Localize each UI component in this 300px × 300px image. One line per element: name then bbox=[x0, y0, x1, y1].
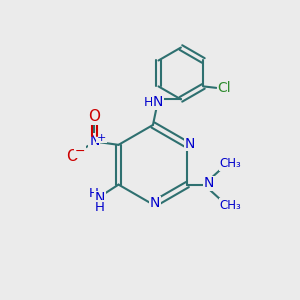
Text: CH₃: CH₃ bbox=[219, 199, 241, 212]
Text: N: N bbox=[150, 196, 160, 210]
Text: N: N bbox=[153, 95, 163, 109]
Text: H: H bbox=[89, 187, 99, 200]
Text: H: H bbox=[143, 95, 153, 109]
Text: N: N bbox=[204, 176, 214, 190]
Text: +: + bbox=[97, 133, 106, 143]
Text: O: O bbox=[88, 110, 101, 124]
Text: N: N bbox=[89, 134, 100, 148]
Text: −: − bbox=[75, 145, 85, 158]
Text: N: N bbox=[184, 137, 195, 151]
Text: O: O bbox=[66, 149, 78, 164]
Text: CH₃: CH₃ bbox=[219, 157, 241, 170]
Text: Cl: Cl bbox=[218, 81, 231, 95]
Text: H: H bbox=[95, 201, 105, 214]
Text: N: N bbox=[94, 191, 105, 206]
